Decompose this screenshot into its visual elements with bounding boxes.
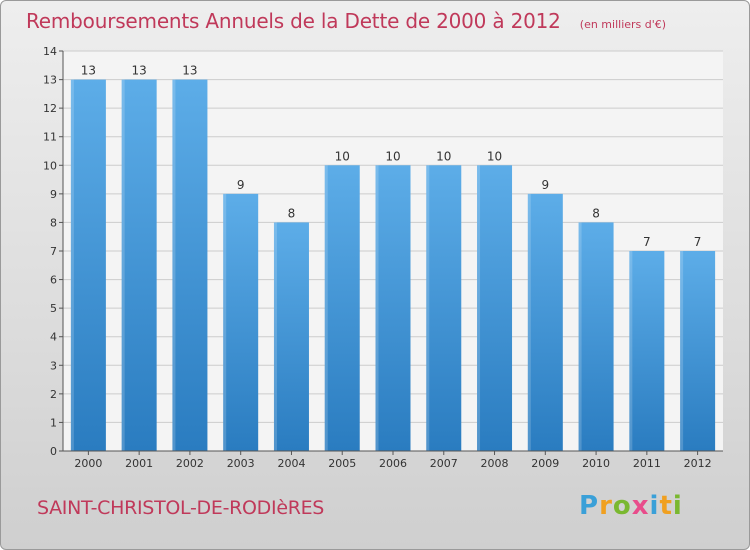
bar-highlight <box>426 165 430 452</box>
x-tick-label: 2009 <box>531 457 559 470</box>
data-label: 13 <box>132 64 147 78</box>
y-tick-label: 13 <box>43 74 57 87</box>
data-label: 13 <box>182 64 197 78</box>
logo-letter: t <box>659 491 673 521</box>
data-label: 7 <box>694 235 702 249</box>
bar-highlight <box>477 165 481 452</box>
y-tick-label: 9 <box>50 188 57 201</box>
logo-letter: i <box>672 491 683 521</box>
bar <box>375 165 411 452</box>
x-tick-label: 2005 <box>328 457 356 470</box>
bar <box>172 79 208 452</box>
bar <box>273 222 309 451</box>
bar-highlight <box>375 165 379 452</box>
y-tick-label: 5 <box>50 302 57 315</box>
commune-name: SAINT-CHRISTOL-DE-RODIèRES <box>37 497 325 519</box>
logo-letter: P <box>579 491 600 521</box>
x-tick-label: 2006 <box>379 457 407 470</box>
y-tick-label: 4 <box>50 331 57 344</box>
y-tick-label: 6 <box>50 274 57 287</box>
bar <box>578 222 614 451</box>
y-tick-label: 14 <box>43 45 57 58</box>
bar <box>629 251 665 451</box>
data-label: 10 <box>487 149 502 163</box>
x-tick-label: 2010 <box>582 457 610 470</box>
x-tick-label: 2008 <box>481 457 509 470</box>
x-tick-label: 2001 <box>125 457 153 470</box>
x-tick-label: 2000 <box>74 457 102 470</box>
data-label: 8 <box>288 206 296 220</box>
y-tick-label: 7 <box>50 245 57 258</box>
logo-letter: x <box>631 491 650 521</box>
x-tick-label: 2004 <box>277 457 305 470</box>
bar-highlight <box>324 165 328 452</box>
unit-note: (en milliers d'€) <box>579 18 667 31</box>
data-label: 13 <box>81 64 96 78</box>
chart-title: Remboursements Annuels de la Dette de 20… <box>26 9 561 33</box>
bar-highlight <box>223 193 227 451</box>
x-tick-label: 2003 <box>227 457 255 470</box>
bar-highlight <box>527 193 531 451</box>
y-tick-label: 2 <box>50 388 57 401</box>
bar <box>680 251 716 451</box>
logo-letter: o <box>612 491 632 521</box>
bar-highlight <box>70 79 74 452</box>
y-tick-label: 8 <box>50 216 57 229</box>
bar <box>477 165 513 452</box>
x-tick-label: 2002 <box>176 457 204 470</box>
data-label: 10 <box>436 149 451 163</box>
x-tick-label: 2007 <box>430 457 458 470</box>
bar-highlight <box>121 79 125 452</box>
bar <box>527 193 563 451</box>
y-tick-label: 10 <box>43 159 57 172</box>
bar-highlight <box>680 251 684 451</box>
bar <box>121 79 157 452</box>
data-label: 9 <box>237 178 245 192</box>
y-tick-label: 1 <box>50 416 57 429</box>
bar-layer: 13 13 13 9 8 10 10 10 10 9 8 7 7 <box>70 64 716 452</box>
data-label: 7 <box>643 235 651 249</box>
y-tick-label: 0 <box>50 445 57 458</box>
data-label: 8 <box>592 206 600 220</box>
bar <box>426 165 462 452</box>
x-tick-label: 2011 <box>633 457 661 470</box>
bar-highlight <box>172 79 176 452</box>
x-tick-label: 2012 <box>684 457 712 470</box>
proxiti-logo: Proxiti <box>579 491 683 521</box>
bar-highlight <box>273 222 277 451</box>
data-label: 10 <box>335 149 350 163</box>
bar-highlight <box>629 251 633 451</box>
y-tick-label: 12 <box>43 102 57 115</box>
chart-title-group: Remboursements Annuels de la Dette de 20… <box>26 9 666 33</box>
data-label: 10 <box>385 149 400 163</box>
y-tick-label: 11 <box>43 131 57 144</box>
bar <box>223 193 259 451</box>
logo-letter: i <box>649 491 660 521</box>
bar-highlight <box>578 222 582 451</box>
bar <box>70 79 106 452</box>
data-label: 9 <box>541 178 549 192</box>
y-tick-label: 3 <box>50 359 57 372</box>
logo-letter: r <box>599 491 613 521</box>
bar <box>324 165 360 452</box>
